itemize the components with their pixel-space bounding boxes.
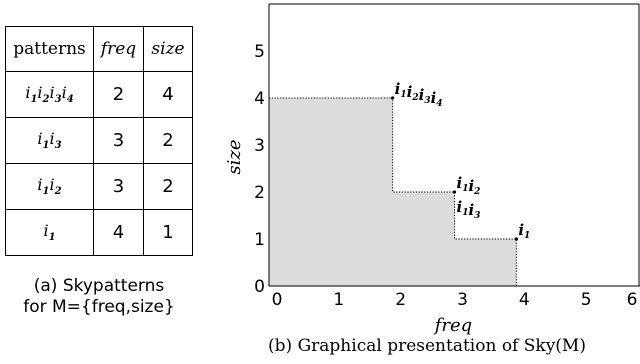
item-index: 1 — [400, 90, 406, 100]
x-tick-label: 4 — [519, 290, 530, 310]
item-symbol: i — [395, 80, 401, 98]
item-symbol: i — [468, 177, 474, 195]
item-index: 2 — [42, 94, 50, 106]
size-cell: 2 — [143, 117, 193, 164]
item-symbol: i — [419, 86, 425, 104]
y-tick-label: 3 — [254, 136, 265, 156]
y-tick-label: 5 — [254, 42, 265, 62]
item-symbol: i — [43, 221, 49, 241]
skypatterns-table: patterns freq size i1i2i3i4 2 4 i1i3 3 2 i1i2 3… — [5, 26, 193, 256]
skypattern-point — [514, 237, 518, 241]
item-index: 1 — [42, 186, 50, 198]
table-row: i1 4 1 — [5, 209, 193, 256]
item-symbol: i — [407, 83, 413, 101]
item-symbol: i — [37, 175, 43, 195]
point-label: i1i2i3i4 — [395, 80, 443, 109]
point-label: i1 — [518, 221, 530, 241]
freq-cell: 3 — [93, 163, 144, 210]
table-row: i1i2i3i4 2 4 — [5, 71, 193, 118]
item-index: 3 — [424, 96, 430, 106]
item-index: 3 — [54, 140, 62, 152]
table-caption: (a) Skypatterns for M={freq,size} — [0, 276, 198, 318]
item-index: 2 — [411, 93, 418, 103]
x-tick-label: 3 — [457, 290, 468, 310]
plot-caption: (b) Graphical presentation of Sky(M) — [268, 336, 586, 356]
pattern-cell: i1i2i3i4 — [5, 71, 94, 118]
x-tick-label: 0 — [272, 290, 283, 310]
table-caption-line2: for M={freq,size} — [23, 297, 175, 317]
y-tick-label: 4 — [254, 89, 265, 109]
y-tick-label: 1 — [254, 230, 265, 250]
x-tick-label: 1 — [333, 290, 344, 310]
freq-cell: 2 — [93, 71, 144, 118]
item-index: 4 — [436, 99, 442, 109]
table-row: i1i2 3 2 — [5, 163, 193, 210]
item-index: 3 — [54, 94, 62, 106]
item-index: 1 — [462, 184, 468, 194]
item-symbol: i — [431, 89, 437, 107]
item-symbol: i — [457, 198, 463, 216]
x-tick-label: 5 — [581, 290, 592, 310]
skypatterns-table-panel: patterns freq size i1i2i3i4 2 4 i1i3 3 2 i1i2 3… — [5, 26, 193, 256]
dominated-region — [269, 98, 517, 286]
y-axis-label: size — [224, 139, 245, 174]
item-index: 2 — [54, 186, 62, 198]
item-index: 3 — [474, 211, 480, 221]
item-index: 1 — [30, 94, 38, 106]
item-symbol: i — [468, 201, 474, 219]
item-symbol: i — [49, 83, 55, 103]
item-symbol: i — [518, 221, 524, 239]
header-freq: freq — [93, 26, 144, 72]
item-index: 1 — [48, 232, 56, 244]
x-tick-label: 6 — [627, 290, 638, 310]
skypattern-point — [391, 96, 395, 100]
item-index: 1 — [524, 231, 530, 241]
item-symbol: i — [49, 175, 55, 195]
point-label: i1i3 — [457, 198, 481, 221]
item-index: 4 — [66, 94, 74, 106]
item-symbol: i — [37, 129, 43, 149]
table-caption-line1: (a) Skypatterns — [33, 276, 165, 296]
freq-cell: 4 — [93, 209, 144, 256]
item-symbol: i — [49, 129, 55, 149]
item-symbol: i — [61, 83, 67, 103]
x-axis-label: freq — [433, 315, 472, 336]
size-cell: 1 — [143, 209, 193, 256]
item-symbol: i — [37, 83, 43, 103]
item-index: 1 — [462, 208, 468, 218]
item-index: 2 — [473, 187, 480, 197]
item-symbol: i — [25, 83, 31, 103]
y-tick-label: 0 — [254, 277, 265, 297]
x-tick-label: 2 — [395, 290, 406, 310]
pattern-cell: i1i3 — [5, 117, 94, 164]
item-index: 1 — [42, 140, 50, 152]
y-tick-label: 2 — [254, 183, 265, 203]
item-symbol: i — [457, 174, 463, 192]
skypattern-point — [452, 190, 457, 194]
pattern-cell: i1i2 — [5, 163, 94, 210]
point-label: i1i2 — [457, 174, 481, 197]
header-patterns: patterns — [5, 26, 94, 72]
